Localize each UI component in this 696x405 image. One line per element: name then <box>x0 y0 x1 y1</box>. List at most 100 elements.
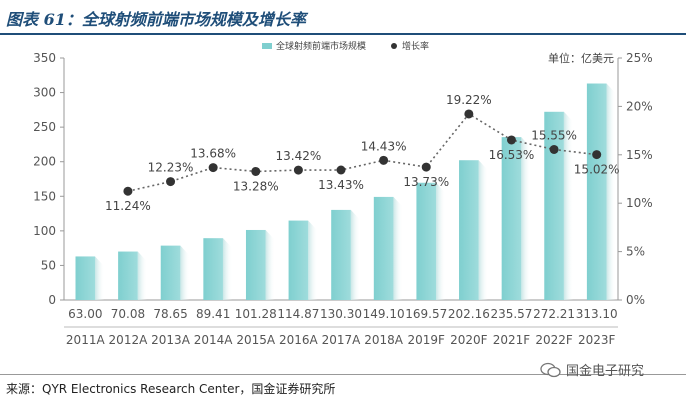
title-bar: 图表 61：全球射频前端市场规模及增长率 <box>0 0 696 35</box>
growth-point <box>549 144 559 154</box>
x-tick-label: 2019F <box>408 333 446 347</box>
bar-value-label: 169.57 <box>405 307 447 321</box>
legend-swatch-bar <box>262 43 272 49</box>
y-tick-label-left: 200 <box>33 155 56 169</box>
growth-point <box>379 155 389 165</box>
bar-shadow <box>521 137 531 300</box>
bar-value-label: 202.16 <box>448 307 490 321</box>
y-tick-label-right: 20% <box>626 99 653 113</box>
source-divider <box>0 374 686 375</box>
x-tick-label: 2014A <box>194 333 234 347</box>
growth-label: 15.55% <box>531 128 577 142</box>
bar <box>459 160 479 300</box>
bar <box>203 238 223 300</box>
x-tick-label: 2013A <box>151 333 191 347</box>
bar-value-label: 272.21 <box>533 307 575 321</box>
source-note: 来源：QYR Electronics Research Center，国金证券研… <box>6 382 336 396</box>
growth-label: 13.73% <box>403 175 449 189</box>
y-tick-label-left: 350 <box>33 51 56 65</box>
bar-value-label: 130.30 <box>320 307 362 321</box>
growth-label: 11.24% <box>105 199 151 213</box>
bar <box>160 245 181 300</box>
chart: 0 50 100 150 200 250 300 350 0% 5% 10% 15% 20% 25% 单位：… <box>33 40 653 347</box>
y-tick-label-left: 300 <box>33 86 56 100</box>
legend-label-bar: 全球射频前端市场规模 <box>276 40 366 52</box>
bar-shadow <box>436 182 446 300</box>
bar-value-label: 235.57 <box>490 307 532 321</box>
y-tick-label-left: 0 <box>48 293 56 307</box>
title-divider <box>0 33 686 35</box>
growth-point <box>506 135 516 145</box>
bar <box>586 83 607 300</box>
bar <box>331 209 351 300</box>
y-tick-label-right: 10% <box>626 196 653 210</box>
bar <box>288 220 309 300</box>
y-tick-label-left: 100 <box>33 224 56 238</box>
bar-value-label: 78.65 <box>153 307 187 321</box>
x-tick-label: 2023F <box>578 333 616 347</box>
x-tick-label: 2018A <box>364 333 404 347</box>
growth-label: 14.43% <box>361 139 407 153</box>
growth-point <box>421 162 431 172</box>
watermark: 国金电子研究 <box>540 360 644 379</box>
growth-label: 19.22% <box>446 93 492 107</box>
growth-label: 13.28% <box>233 179 279 193</box>
bar-shadow <box>137 251 148 300</box>
wechat-icon <box>540 362 561 377</box>
growth-point <box>208 163 218 173</box>
legend-label-line: 增长率 <box>402 40 429 52</box>
unit-label: 单位：亿美元 <box>548 51 614 65</box>
x-tick-label: 2021F <box>493 333 531 347</box>
bar-shadow <box>350 209 361 300</box>
bar-shadow <box>265 229 275 300</box>
growth-label: 13.42% <box>276 149 322 163</box>
y-tick-label-right: 25% <box>626 51 653 65</box>
growth-point <box>293 165 303 175</box>
bar-shadow <box>308 220 318 300</box>
legend-swatch-line <box>391 43 397 49</box>
y-tick-label-left: 150 <box>33 189 56 203</box>
growth-label: 15.02% <box>574 163 620 177</box>
growth-point <box>336 165 346 175</box>
y-tick-label-right: 5% <box>626 245 645 259</box>
bar-value-label: 313.10 <box>576 307 618 321</box>
bar-value-label: 101.28 <box>235 307 277 321</box>
bar-shadow <box>606 83 616 300</box>
growth-point <box>464 109 474 119</box>
watermark-text: 国金电子研究 <box>566 364 645 379</box>
growth-point <box>251 166 261 176</box>
bar <box>501 137 522 300</box>
bar <box>75 256 96 300</box>
bar-shadow <box>393 196 403 300</box>
x-tick-label: 2020F <box>450 333 488 347</box>
bar-value-label: 63.00 <box>68 307 102 321</box>
growth-point <box>166 177 176 187</box>
bar-shadow <box>180 245 190 300</box>
x-tick-label: 2011A <box>66 333 106 347</box>
x-tick-label: 2012A <box>109 333 149 347</box>
growth-label: 13.68% <box>190 147 236 161</box>
bar <box>544 111 564 301</box>
bar <box>373 196 394 300</box>
page-title: 图表 61：全球射频前端市场规模及增长率 <box>6 10 306 29</box>
x-tick-label: 2017A <box>322 333 362 347</box>
bar-shadow <box>563 111 574 301</box>
bar-shadow <box>222 238 233 300</box>
bar-value-label: 89.41 <box>196 307 230 321</box>
bar-value-label: 114.87 <box>277 307 319 321</box>
bar <box>416 182 437 300</box>
growth-label: 16.53% <box>489 148 535 162</box>
bar <box>245 229 266 300</box>
x-tick-label: 2016A <box>279 333 319 347</box>
x-tick-label: 2015A <box>236 333 276 347</box>
bar-value-label: 149.10 <box>363 307 405 321</box>
growth-point <box>592 150 602 160</box>
y-tick-label-right: 0% <box>626 293 645 307</box>
y-tick-label-left: 50 <box>41 258 56 272</box>
bar <box>118 251 138 300</box>
y-tick-label-left: 250 <box>33 120 56 134</box>
growth-label: 12.23% <box>148 161 194 175</box>
bar-shadow <box>95 256 105 300</box>
growth-line <box>127 112 597 192</box>
bar-shadow <box>478 160 489 300</box>
